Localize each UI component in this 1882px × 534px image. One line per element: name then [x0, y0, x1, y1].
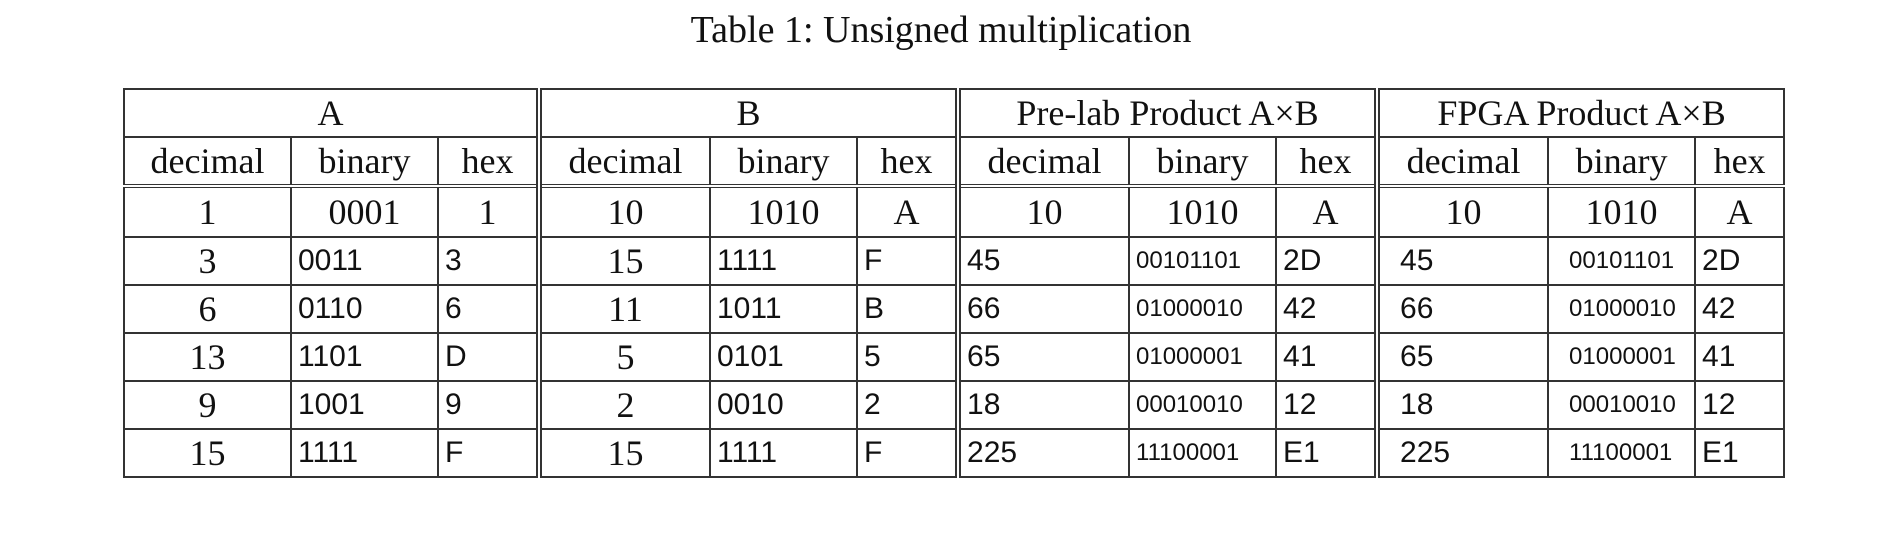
b-binary-cell: 1011	[709, 284, 858, 334]
table-row: 3 0011 3 15 1111 F 45 00101101 2D 45 001…	[123, 236, 1786, 286]
table-caption: Table 1: Unsigned multiplication	[690, 9, 1192, 51]
group-prelab-header: Pre-lab Product A×B	[955, 88, 1379, 138]
b-hex-cell: 2	[855, 380, 960, 430]
fpga-hex-cell: E1	[1694, 428, 1786, 478]
b-decimal-cell: 11	[536, 284, 711, 334]
b-binary-cell: 0101	[709, 332, 858, 382]
prelab-binary-cell: 01000001	[1128, 332, 1278, 382]
fpga-binary-cell: 01000001	[1547, 332, 1697, 382]
a-binary-cell: 0011	[290, 236, 439, 286]
a-decimal-cell: 3	[123, 236, 292, 286]
b-hex-cell: B	[855, 284, 960, 334]
subheader-decimal: decimal	[123, 136, 292, 188]
b-decimal-cell: 15	[536, 236, 711, 286]
subheader-hex: hex	[855, 136, 960, 188]
a-decimal-cell: 9	[123, 380, 292, 430]
prelab-binary-cell: 11100001	[1128, 428, 1278, 478]
fpga-decimal-cell: 45	[1374, 236, 1550, 286]
prelab-binary-cell: 1010	[1128, 185, 1278, 238]
fpga-binary-cell: 00101101	[1547, 236, 1697, 286]
fpga-binary-cell: 1010	[1547, 185, 1697, 238]
table-row: 1 0001 1 10 1010 A 10 1010 A 10 1010 A	[123, 185, 1786, 238]
b-hex-cell: 5	[855, 332, 960, 382]
subheader-row: decimal binary hex decimal binary hex de…	[123, 136, 1786, 188]
group-b-header: B	[535, 88, 960, 138]
b-decimal-cell: 10	[536, 185, 711, 238]
a-binary-cell: 1111	[290, 428, 439, 478]
subheader-binary: binary	[709, 136, 858, 188]
fpga-hex-cell: 2D	[1694, 236, 1786, 286]
prelab-hex-cell: 2D	[1275, 236, 1379, 286]
b-hex-cell: F	[855, 428, 960, 478]
prelab-hex-cell: E1	[1275, 428, 1379, 478]
prelab-decimal-cell: 65	[955, 332, 1131, 382]
subheader-hex: hex	[1694, 136, 1786, 188]
subheader-hex: hex	[437, 136, 540, 188]
b-binary-cell: 1010	[709, 185, 858, 238]
subheader-decimal: decimal	[1374, 136, 1550, 188]
fpga-decimal-cell: 66	[1374, 284, 1550, 334]
prelab-decimal-cell: 18	[955, 380, 1131, 430]
fpga-binary-cell: 00010010	[1547, 380, 1697, 430]
b-binary-cell: 1111	[709, 236, 858, 286]
fpga-decimal-cell: 225	[1374, 428, 1550, 478]
b-decimal-cell: 15	[536, 428, 711, 478]
table-row: 15 1111 F 15 1111 F 225 11100001 E1 225 …	[123, 428, 1786, 478]
fpga-hex-cell: 42	[1694, 284, 1786, 334]
multiplication-table: A B Pre-lab Product A×B FPGA Product A×B…	[123, 88, 1786, 478]
fpga-binary-cell: 01000010	[1547, 284, 1697, 334]
prelab-decimal-cell: 45	[955, 236, 1131, 286]
table-row: 6 0110 6 11 1011 B 66 01000010 42 66 010…	[123, 284, 1786, 334]
table-row: 13 1101 D 5 0101 5 65 01000001 41 65 010…	[123, 332, 1786, 382]
subheader-binary: binary	[290, 136, 439, 188]
a-hex-cell: 3	[437, 236, 540, 286]
prelab-hex-cell: A	[1275, 185, 1379, 238]
prelab-decimal-cell: 66	[955, 284, 1131, 334]
a-binary-cell: 1001	[290, 380, 439, 430]
subheader-decimal: decimal	[955, 136, 1131, 188]
a-binary-cell: 1101	[290, 332, 439, 382]
a-hex-cell: 6	[437, 284, 540, 334]
a-hex-cell: D	[437, 332, 540, 382]
fpga-hex-cell: 12	[1694, 380, 1786, 430]
b-hex-cell: F	[855, 236, 960, 286]
prelab-binary-cell: 00010010	[1128, 380, 1278, 430]
a-hex-cell: F	[437, 428, 540, 478]
group-header-row: A B Pre-lab Product A×B FPGA Product A×B	[123, 88, 1786, 138]
a-hex-cell: 1	[437, 185, 540, 238]
a-binary-cell: 0001	[290, 185, 439, 238]
prelab-binary-cell: 00101101	[1128, 236, 1278, 286]
a-decimal-cell: 15	[123, 428, 292, 478]
subheader-hex: hex	[1275, 136, 1379, 188]
subheader-decimal: decimal	[536, 136, 711, 188]
prelab-decimal-cell: 225	[955, 428, 1131, 478]
b-decimal-cell: 5	[536, 332, 711, 382]
prelab-hex-cell: 12	[1275, 380, 1379, 430]
b-binary-cell: 0010	[709, 380, 858, 430]
prelab-hex-cell: 42	[1275, 284, 1379, 334]
fpga-hex-cell: 41	[1694, 332, 1786, 382]
b-binary-cell: 1111	[709, 428, 858, 478]
fpga-binary-cell: 11100001	[1547, 428, 1697, 478]
b-hex-cell: A	[855, 185, 960, 238]
b-decimal-cell: 2	[536, 380, 711, 430]
fpga-decimal-cell: 65	[1374, 332, 1550, 382]
prelab-hex-cell: 41	[1275, 332, 1379, 382]
a-hex-cell: 9	[437, 380, 540, 430]
subheader-binary: binary	[1128, 136, 1278, 188]
prelab-binary-cell: 01000010	[1128, 284, 1278, 334]
group-a-header: A	[123, 88, 540, 138]
a-decimal-cell: 1	[123, 185, 292, 238]
fpga-decimal-cell: 10	[1374, 185, 1550, 238]
a-decimal-cell: 6	[123, 284, 292, 334]
fpga-hex-cell: A	[1694, 185, 1786, 238]
a-binary-cell: 0110	[290, 284, 439, 334]
subheader-binary: binary	[1547, 136, 1697, 188]
table-row: 9 1001 9 2 0010 2 18 00010010 12 18 0001…	[123, 380, 1786, 430]
group-fpga-header: FPGA Product A×B	[1374, 88, 1786, 138]
prelab-decimal-cell: 10	[955, 185, 1131, 238]
a-decimal-cell: 13	[123, 332, 292, 382]
fpga-decimal-cell: 18	[1374, 380, 1550, 430]
